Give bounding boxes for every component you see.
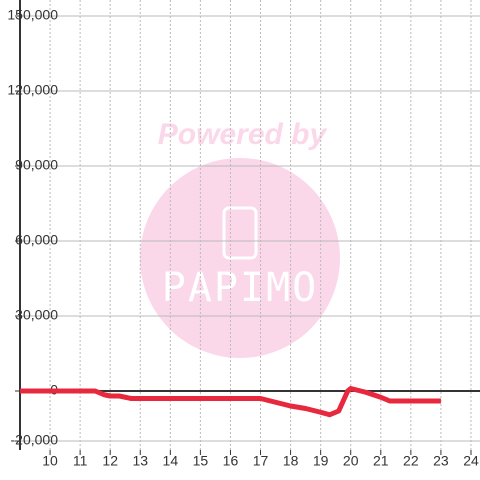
watermark-logo: PAPIMO xyxy=(162,265,319,311)
x-tick-label: 19 xyxy=(313,453,329,469)
x-tick-label: 20 xyxy=(343,453,359,469)
x-tick-label: 24 xyxy=(463,453,479,469)
y-tick-label: 30,000 xyxy=(15,307,58,323)
watermark-text: Powered by xyxy=(158,118,328,151)
y-tick-label: 150,000 xyxy=(7,7,58,23)
x-tick-label: 11 xyxy=(73,453,88,469)
y-tick-label: 60,000 xyxy=(15,232,58,248)
x-tick-label: 22 xyxy=(403,453,419,469)
line xyxy=(20,386,441,418)
x-tick-label: 21 xyxy=(373,453,389,469)
x-tick-label: 10 xyxy=(42,453,58,469)
x-tick-label: 17 xyxy=(253,453,269,469)
y-tick-label: 120,000 xyxy=(7,82,58,98)
x-tick-label: 15 xyxy=(193,453,209,469)
x-tick-label: 14 xyxy=(163,453,179,469)
x-tick-label: 13 xyxy=(132,453,148,469)
watermark-phone xyxy=(222,206,258,260)
y-tick-label: -20,000 xyxy=(11,432,59,448)
x-tick-label: 16 xyxy=(223,453,239,469)
x-tick-label: 12 xyxy=(102,453,118,469)
x-tick-label: 18 xyxy=(283,453,299,469)
x-tick-label: 23 xyxy=(433,453,449,469)
y-tick-label: 90,000 xyxy=(15,157,58,173)
